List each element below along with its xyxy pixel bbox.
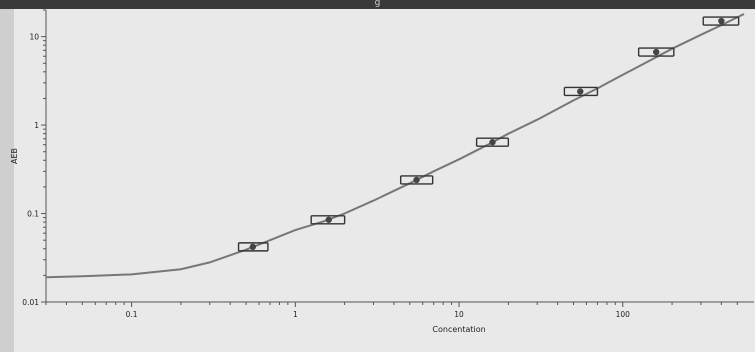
data-point: [718, 17, 725, 25]
left-strip: [0, 9, 14, 352]
y-tick-label: 0.01: [22, 298, 39, 307]
marks: [45, 13, 745, 279]
data-point: [249, 243, 257, 251]
y-tick-label: 1: [34, 121, 39, 130]
data-point-group: [237, 242, 269, 252]
x-tick-label: 10: [454, 310, 464, 319]
data-point-group: [475, 137, 510, 147]
data-point: [653, 48, 660, 56]
data-point: [489, 139, 496, 146]
data-point-group: [310, 215, 346, 225]
window-title-bar: g: [0, 0, 755, 9]
data-point: [325, 216, 332, 223]
axes: 0.1 1 10 100 0.01 0.1 1 10: [22, 9, 754, 319]
data-point-group: [637, 47, 675, 57]
data-point-group: [563, 86, 599, 97]
x-tick-label: 1: [293, 310, 298, 319]
x-axis-title: Concentation: [432, 325, 485, 334]
y-axis-title: AEB: [10, 148, 19, 164]
data-point-group: [702, 16, 740, 26]
plot-background: [14, 9, 755, 352]
y-tick-label: 0.1: [27, 210, 39, 219]
y-tick-label: 10: [29, 33, 39, 42]
x-tick-label: 100: [616, 310, 631, 319]
data-point: [577, 88, 584, 95]
fit-curve: [45, 13, 745, 279]
data-point: [413, 176, 420, 184]
x-tick-label: 0.1: [126, 310, 138, 319]
window-title: g: [374, 0, 381, 8]
data-point-group: [399, 175, 434, 185]
